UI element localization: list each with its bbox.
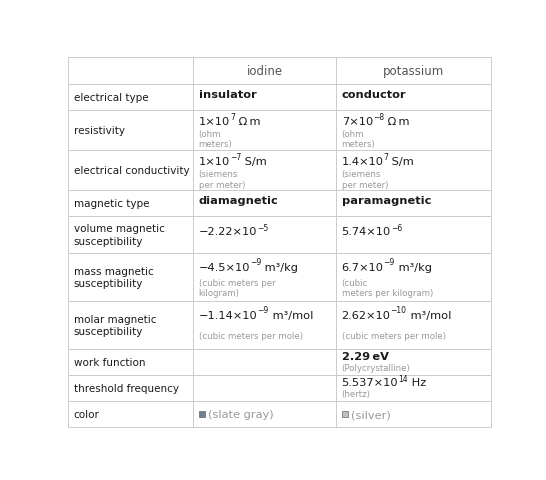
Text: (slate gray): (slate gray) bbox=[208, 409, 274, 419]
Bar bbox=[68, 84, 193, 110]
Text: color: color bbox=[74, 409, 99, 419]
Text: potassium: potassium bbox=[383, 64, 444, 77]
Text: (ohm
meters): (ohm meters) bbox=[342, 129, 375, 149]
Text: (silver): (silver) bbox=[351, 409, 391, 419]
Text: 5.537×10: 5.537×10 bbox=[342, 377, 398, 387]
Text: (siemens
per meter): (siemens per meter) bbox=[342, 169, 388, 189]
Bar bbox=[193, 216, 336, 253]
Text: −9: −9 bbox=[257, 305, 269, 314]
Bar bbox=[68, 58, 193, 84]
Text: 7: 7 bbox=[384, 153, 389, 162]
Text: −9: −9 bbox=[384, 257, 395, 266]
Text: −4.5×10: −4.5×10 bbox=[199, 263, 250, 273]
Bar bbox=[336, 58, 491, 84]
Bar bbox=[193, 110, 336, 150]
Text: 5.74×10: 5.74×10 bbox=[342, 227, 391, 237]
Bar bbox=[336, 301, 491, 349]
Bar bbox=[193, 150, 336, 191]
Text: 6.7×10: 6.7×10 bbox=[342, 263, 384, 273]
Text: electrical type: electrical type bbox=[74, 92, 149, 102]
Text: −10: −10 bbox=[390, 305, 407, 314]
Bar bbox=[193, 301, 336, 349]
Bar bbox=[193, 58, 336, 84]
Text: 1×10: 1×10 bbox=[199, 157, 230, 167]
Text: conductor: conductor bbox=[342, 89, 406, 99]
Bar bbox=[336, 110, 491, 150]
Bar bbox=[193, 375, 336, 401]
Bar bbox=[68, 150, 193, 191]
Text: 2.29 eV: 2.29 eV bbox=[342, 351, 389, 361]
Text: −8: −8 bbox=[373, 112, 384, 121]
Text: electrical conductivity: electrical conductivity bbox=[74, 166, 189, 176]
Text: insulator: insulator bbox=[199, 89, 256, 99]
Bar bbox=[68, 110, 193, 150]
Text: resistivity: resistivity bbox=[74, 125, 124, 135]
Bar bbox=[199, 411, 205, 417]
Bar bbox=[193, 253, 336, 301]
Text: −9: −9 bbox=[250, 257, 262, 266]
Text: work function: work function bbox=[74, 358, 145, 368]
Text: threshold frequency: threshold frequency bbox=[74, 384, 179, 393]
Bar bbox=[336, 375, 491, 401]
Text: (cubic
meters per kilogram): (cubic meters per kilogram) bbox=[342, 278, 433, 298]
Bar bbox=[68, 349, 193, 375]
Text: 1.4×10: 1.4×10 bbox=[342, 157, 384, 167]
Text: −1.14×10: −1.14×10 bbox=[199, 311, 257, 321]
Bar bbox=[193, 84, 336, 110]
Text: 1×10: 1×10 bbox=[199, 117, 230, 127]
Text: (siemens
per meter): (siemens per meter) bbox=[199, 169, 245, 189]
Text: (ohm
meters): (ohm meters) bbox=[199, 129, 233, 149]
Text: 14: 14 bbox=[398, 374, 408, 384]
Bar bbox=[193, 401, 336, 427]
Text: mass magnetic
susceptibility: mass magnetic susceptibility bbox=[74, 266, 153, 288]
Bar bbox=[336, 216, 491, 253]
Text: iodine: iodine bbox=[247, 64, 283, 77]
Text: −2.22×10: −2.22×10 bbox=[199, 227, 257, 237]
Text: (cubic meters per mole): (cubic meters per mole) bbox=[199, 332, 302, 340]
Text: volume magnetic
susceptibility: volume magnetic susceptibility bbox=[74, 224, 165, 246]
Bar bbox=[336, 349, 491, 375]
Bar bbox=[68, 191, 193, 216]
Bar bbox=[68, 253, 193, 301]
Bar bbox=[336, 150, 491, 191]
Text: m³/kg: m³/kg bbox=[262, 263, 298, 273]
Bar bbox=[336, 191, 491, 216]
Bar bbox=[68, 375, 193, 401]
Text: S/m: S/m bbox=[389, 157, 414, 167]
Text: 2.62×10: 2.62×10 bbox=[342, 311, 390, 321]
Text: S/m: S/m bbox=[241, 157, 267, 167]
Bar bbox=[68, 301, 193, 349]
Bar bbox=[193, 349, 336, 375]
Bar bbox=[336, 84, 491, 110]
Bar bbox=[342, 411, 348, 417]
Text: 7×10: 7×10 bbox=[342, 117, 373, 127]
Text: 7: 7 bbox=[230, 112, 235, 121]
Text: −7: −7 bbox=[230, 153, 241, 162]
Text: diamagnetic: diamagnetic bbox=[199, 195, 278, 205]
Text: m³/mol: m³/mol bbox=[269, 311, 313, 321]
Text: magnetic type: magnetic type bbox=[74, 199, 149, 208]
Bar bbox=[68, 216, 193, 253]
Text: m³/kg: m³/kg bbox=[395, 263, 432, 273]
Bar bbox=[193, 191, 336, 216]
Text: (Polycrystalline): (Polycrystalline) bbox=[342, 363, 411, 372]
Text: Ω m: Ω m bbox=[235, 117, 260, 127]
Text: paramagnetic: paramagnetic bbox=[342, 195, 431, 205]
Text: (hertz): (hertz) bbox=[342, 390, 371, 398]
Text: (cubic meters per
kilogram): (cubic meters per kilogram) bbox=[199, 278, 275, 298]
Bar bbox=[68, 401, 193, 427]
Text: molar magnetic
susceptibility: molar magnetic susceptibility bbox=[74, 314, 156, 336]
Text: −5: −5 bbox=[257, 223, 268, 232]
Text: −6: −6 bbox=[391, 223, 402, 232]
Text: Ω m: Ω m bbox=[384, 117, 410, 127]
Bar bbox=[336, 401, 491, 427]
Text: (cubic meters per mole): (cubic meters per mole) bbox=[342, 332, 446, 340]
Text: m³/mol: m³/mol bbox=[407, 311, 451, 321]
Text: Hz: Hz bbox=[408, 377, 426, 387]
Bar bbox=[336, 253, 491, 301]
